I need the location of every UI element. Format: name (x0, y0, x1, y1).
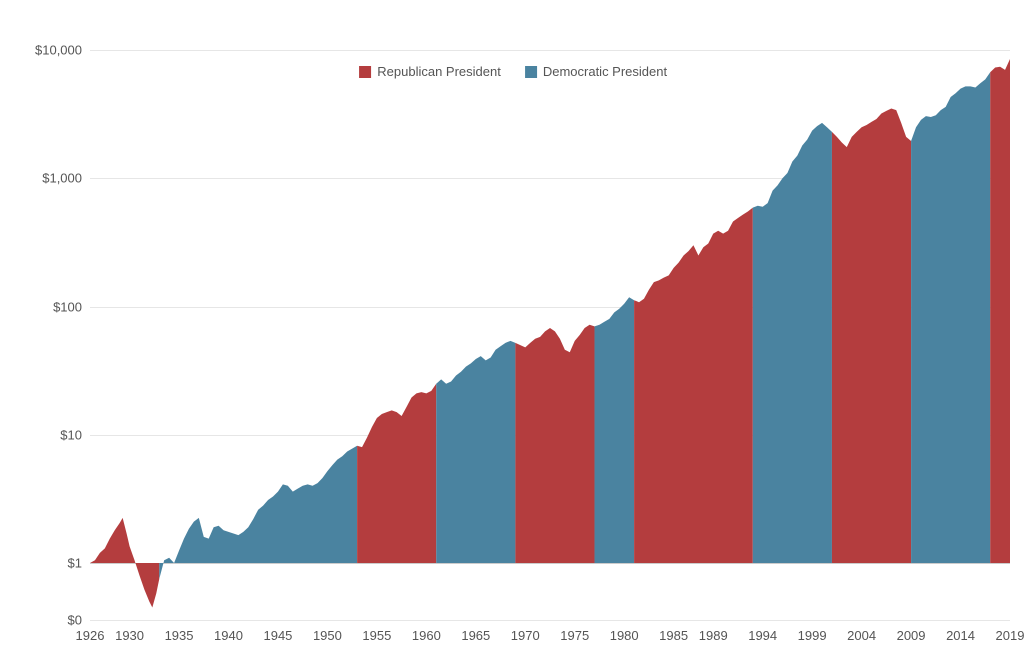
legend-label: Republican President (377, 64, 501, 79)
x-tick-label: 1994 (748, 620, 777, 643)
y-tick-label: $1 (68, 556, 90, 571)
area-segment-D (436, 341, 515, 563)
x-tick-label: 1989 (699, 620, 728, 643)
x-tick-label: 1980 (610, 620, 639, 643)
y-tick-label: $1,000 (42, 171, 90, 186)
x-tick-label: 2019 (996, 620, 1024, 643)
legend: Republican President Democratic President (359, 64, 667, 79)
x-tick-label: 2009 (897, 620, 926, 643)
area-segment-R (634, 208, 753, 563)
area-segment-R (90, 518, 159, 608)
x-tick-label: 1950 (313, 620, 342, 643)
x-tick-label: 1926 (76, 620, 105, 643)
area-segment-D (595, 297, 635, 563)
y-tick-label: $10,000 (35, 43, 90, 58)
plot-area: $1$10$100$1,000$10,000$01926193019351940… (90, 50, 1010, 620)
area-segment-D (159, 446, 357, 579)
area-series (90, 50, 1010, 620)
area-segment-D (911, 72, 990, 563)
legend-label: Democratic President (543, 64, 667, 79)
x-tick-label: 1975 (560, 620, 589, 643)
area-segment-R (357, 384, 436, 563)
area-segment-D (753, 123, 832, 563)
x-tick-label: 1970 (511, 620, 540, 643)
legend-item: Republican President (359, 64, 501, 79)
x-tick-label: 1935 (165, 620, 194, 643)
x-tick-label: 1945 (263, 620, 292, 643)
legend-swatch (525, 66, 537, 78)
x-tick-label: 1940 (214, 620, 243, 643)
area-segment-R (832, 108, 911, 563)
legend-swatch (359, 66, 371, 78)
x-tick-label: 1930 (115, 620, 144, 643)
y-tick-label: $100 (53, 299, 90, 314)
area-segment-R (515, 325, 594, 563)
y-tick-label: $10 (60, 427, 90, 442)
area-segment-R (990, 59, 1010, 563)
x-tick-label: 2004 (847, 620, 876, 643)
x-tick-label: 1965 (461, 620, 490, 643)
x-tick-label: 1955 (362, 620, 391, 643)
x-tick-label: 2014 (946, 620, 975, 643)
legend-item: Democratic President (525, 64, 667, 79)
market-by-president-chart: $1$10$100$1,000$10,000$01926193019351940… (0, 0, 1024, 666)
x-tick-label: 1999 (798, 620, 827, 643)
x-tick-label: 1985 (659, 620, 688, 643)
x-tick-label: 1960 (412, 620, 441, 643)
